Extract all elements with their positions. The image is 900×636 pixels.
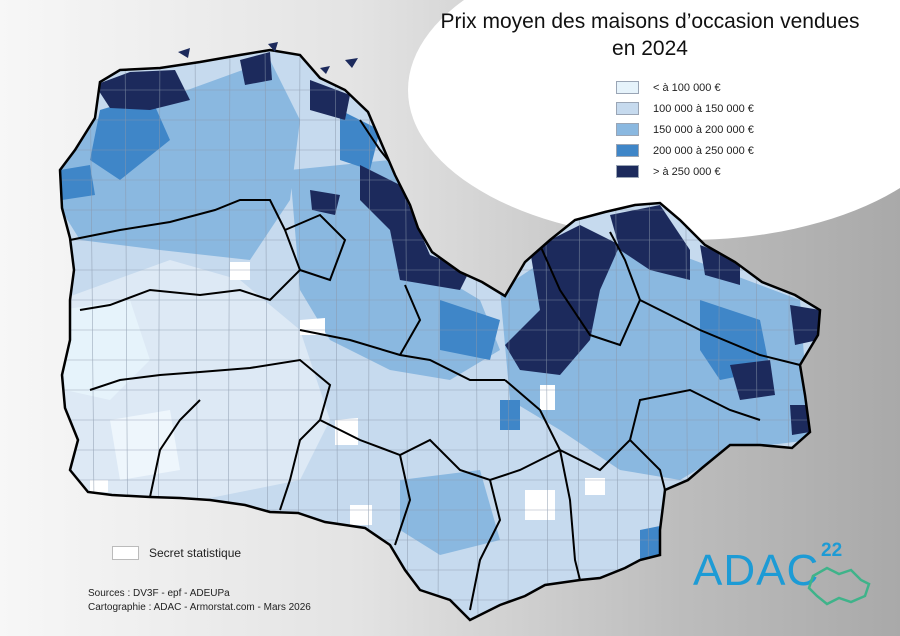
legend-item: < à 100 000 € xyxy=(616,77,754,98)
region-top-east-2 xyxy=(700,245,740,285)
secret-label: Secret statistique xyxy=(149,546,242,560)
region-top-inland xyxy=(310,190,340,215)
legend-swatch xyxy=(616,102,639,115)
island xyxy=(320,66,330,74)
logo-number: 22 xyxy=(821,540,843,561)
region-west-coast xyxy=(60,165,95,200)
adac-logo: ADAC 22 xyxy=(693,540,883,610)
legend-label: 150 000 à 200 000 € xyxy=(653,123,754,136)
legend: < à 100 000 € 100 000 à 150 000 € 150 00… xyxy=(616,77,754,182)
epci-borders xyxy=(69,119,801,611)
legend-swatch xyxy=(616,123,639,136)
island xyxy=(178,48,190,58)
logo-text: ADAC xyxy=(693,546,820,595)
region-mid-high xyxy=(500,400,520,430)
secret-area xyxy=(230,262,250,280)
secret-area xyxy=(90,480,108,492)
secret-area xyxy=(585,478,605,495)
legend-label: 100 000 à 150 000 € xyxy=(653,102,754,115)
sources-text: Sources : DV3F - epf - ADEUPa xyxy=(88,588,230,599)
secret-legend: Secret statistique xyxy=(112,546,241,560)
region-nw-high xyxy=(90,95,170,180)
credits: Sources : DV3F - epf - ADEUPa Cartograph… xyxy=(88,587,311,615)
legend-swatch xyxy=(616,81,639,94)
department-outline xyxy=(58,48,822,622)
title-line-1: Prix moyen des maisons d’occasion vendue… xyxy=(440,10,860,33)
region-sw-low xyxy=(110,410,180,480)
legend-item: > à 250 000 € xyxy=(616,161,754,182)
island xyxy=(345,58,358,68)
secret-swatch xyxy=(112,546,139,560)
legend-label: < à 100 000 € xyxy=(653,81,721,94)
legend-label: 200 000 à 250 000 € xyxy=(653,144,754,157)
secret-area xyxy=(335,418,358,445)
map-title: Prix moyen des maisons d’occasion vendue… xyxy=(430,8,870,62)
secret-area xyxy=(525,490,555,520)
island xyxy=(268,42,278,52)
legend-item: 150 000 à 200 000 € xyxy=(616,119,754,140)
legend-item: 100 000 à 150 000 € xyxy=(616,98,754,119)
legend-swatch xyxy=(616,165,639,178)
legend-label: > à 250 000 € xyxy=(653,165,721,178)
department-shape-icon xyxy=(807,566,871,606)
region-top-east-3 xyxy=(790,305,820,345)
secret-area xyxy=(350,505,372,525)
region-top-east-1 xyxy=(610,205,690,280)
title-line-2: en 2024 xyxy=(612,37,688,60)
region-top-east-coast xyxy=(360,165,470,290)
legend-swatch xyxy=(616,144,639,157)
region-south-mid xyxy=(400,470,500,555)
islands xyxy=(178,42,358,74)
secret-area xyxy=(540,385,555,410)
legend-item: 200 000 à 250 000 € xyxy=(616,140,754,161)
region-top-north xyxy=(240,52,272,85)
cartography-text: Cartographie : ADAC - Armorstat.com - Ma… xyxy=(88,602,311,613)
region-west-low xyxy=(60,300,150,400)
